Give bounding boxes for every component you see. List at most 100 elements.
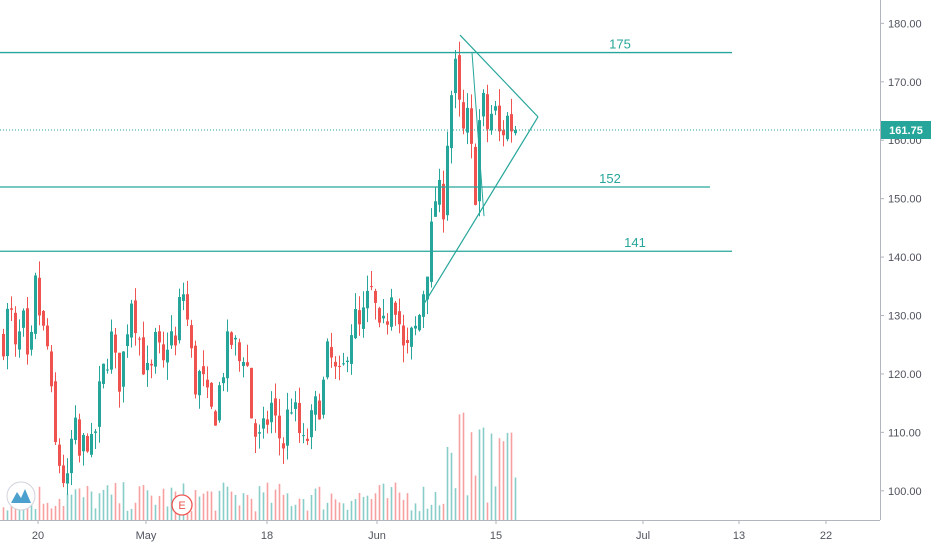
candle [206, 366, 209, 399]
volume-bar [502, 441, 505, 520]
volume-bar [430, 504, 433, 520]
triangle-lower-line[interactable] [423, 116, 539, 305]
volume-bar [282, 494, 285, 520]
volume-bar [66, 493, 69, 520]
candle [242, 357, 245, 378]
volume-bar [226, 486, 229, 520]
volume-bar [234, 494, 237, 520]
candle [398, 298, 401, 334]
volume-bar [242, 493, 245, 520]
candle [62, 454, 65, 488]
last-price-tag [881, 121, 931, 139]
volume-bar [398, 492, 401, 520]
candle [334, 356, 337, 380]
volume-bar [394, 482, 397, 520]
candle [114, 328, 117, 369]
volume-bar [250, 498, 253, 520]
volume-bar [414, 503, 417, 520]
volume-bar [486, 502, 489, 520]
x-tick-label: 13 [733, 530, 745, 542]
candle [238, 338, 241, 372]
candle [390, 288, 393, 331]
volume-bar [402, 499, 405, 520]
volume-bar [162, 488, 165, 520]
volume-bar [474, 475, 477, 520]
volume-bar [230, 491, 233, 520]
volume-bar [498, 438, 501, 520]
volume-bar [146, 490, 149, 520]
volume-bar [322, 509, 325, 520]
volume-bar [330, 493, 333, 520]
y-tick-label: 120.00 [888, 369, 922, 381]
volume-bar [54, 505, 57, 520]
volume-bar [506, 432, 509, 520]
volume-bar [258, 486, 261, 520]
triangle-upper-line[interactable] [459, 34, 539, 118]
volume-bar [478, 429, 481, 520]
svg-text:E: E [178, 500, 185, 512]
volume-bar [166, 506, 169, 520]
candle [346, 356, 349, 373]
candle [226, 319, 229, 392]
volume-bar [454, 488, 457, 520]
volume-bar [210, 491, 213, 520]
candle [102, 363, 105, 389]
candle [198, 369, 201, 409]
candle [90, 422, 93, 458]
candle [366, 275, 369, 323]
volume-bar [298, 498, 301, 520]
candle [110, 319, 113, 374]
volume-bar [222, 482, 225, 520]
volume-bar [150, 495, 153, 520]
volume-bar [126, 510, 129, 520]
volume-bar [34, 509, 37, 520]
candle [510, 98, 513, 143]
x-tick-label: 18 [261, 530, 273, 542]
candle [426, 276, 429, 315]
candle [138, 336, 141, 356]
candle [38, 261, 41, 326]
volume-bar [14, 500, 17, 520]
volume-bar [410, 510, 413, 520]
candle [458, 41, 461, 117]
candle [270, 391, 273, 434]
y-tick-label: 150.00 [888, 194, 922, 206]
candle [514, 125, 517, 136]
volume-bar [270, 502, 273, 520]
candle [50, 345, 53, 393]
candle [154, 327, 157, 374]
volume-bar [338, 502, 341, 520]
volume-bar [110, 494, 113, 520]
candle [278, 398, 281, 456]
x-tick-label: 22 [820, 530, 832, 542]
candle [502, 120, 505, 147]
candle [422, 290, 425, 329]
volume-bar [6, 510, 9, 520]
earnings-event-marker[interactable]: E [171, 494, 193, 516]
last-price-label: 161.75 [889, 125, 923, 137]
candle [318, 393, 321, 420]
candle [310, 404, 313, 450]
volume-bar [390, 487, 393, 520]
volume-bar [362, 496, 365, 520]
overlay: E [6, 481, 193, 516]
volume-bar [2, 507, 5, 520]
candle [466, 93, 469, 145]
candle [174, 326, 177, 356]
volume-bar [466, 495, 469, 520]
volume-bar [438, 505, 441, 520]
volume-bar [354, 499, 357, 520]
candle [162, 331, 165, 368]
candle [82, 432, 85, 466]
volume-bar [142, 485, 145, 520]
volume-bar [318, 486, 321, 520]
candle [442, 170, 445, 233]
x-tick-label: Jul [636, 530, 650, 542]
candle [78, 413, 81, 463]
volume-bar [82, 497, 85, 520]
volume-bar [418, 511, 421, 520]
triangle-pattern [423, 34, 539, 305]
candle [306, 428, 309, 445]
